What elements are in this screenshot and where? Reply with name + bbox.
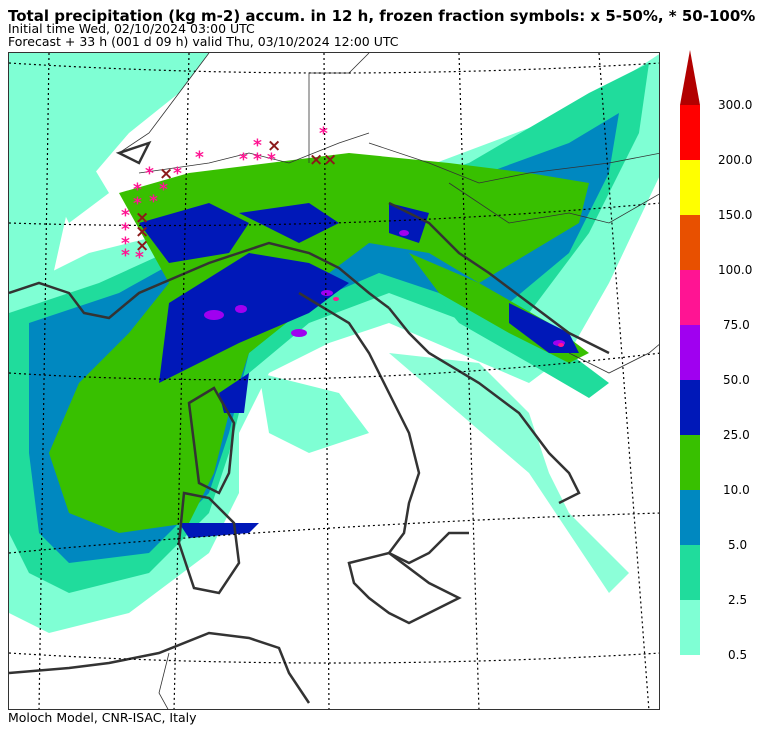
graticule — [9, 53, 659, 709]
frozen-symbol-star: * — [133, 194, 142, 214]
frozen-symbol-star: * — [121, 206, 130, 226]
chart-title: Total precipitation (kg m-2) accum. in 1… — [8, 7, 756, 25]
frozen-symbol-star: * — [135, 248, 144, 268]
frozen-symbol-x: × — [309, 150, 324, 170]
colorbar — [680, 50, 700, 656]
colorbar-band-25-50 — [680, 380, 700, 435]
frozen-symbol-star: * — [253, 136, 262, 156]
frozen-symbol-x: × — [135, 208, 150, 228]
frozen-symbol-star: * — [159, 180, 168, 200]
frozen-symbol-x: × — [135, 222, 150, 242]
colorbar-label: 100.0 — [718, 263, 753, 277]
colorbar-label: 75.0 — [723, 318, 750, 332]
colorbar-label: 300.0 — [718, 98, 753, 112]
frozen-symbol-star: * — [267, 150, 276, 170]
frozen-symbol-star: * — [239, 150, 248, 170]
colorbar-label: 0.5 — [728, 648, 748, 662]
forecast-valid-time: Forecast + 33 h (001 d 09 h) valid Thu, … — [8, 34, 399, 49]
frozen-symbol-x: × — [323, 150, 338, 170]
frozen-symbol-star: * — [133, 180, 142, 200]
colorbar-band-150-200 — [680, 160, 700, 215]
frozen-symbol-star: * — [121, 234, 130, 254]
frozen-symbol-star: * — [195, 148, 204, 168]
frozen-symbol-star: * — [121, 246, 130, 266]
precipitation-map: * * × * * * * * * × * × * × * * * × * * … — [8, 52, 660, 710]
frozen-symbol-x: × — [159, 164, 174, 184]
colorbar-band-0.5-2.5 — [680, 600, 700, 655]
map-canvas — [9, 53, 659, 709]
colorbar-label: 5.0 — [728, 538, 748, 552]
colorbar-label: 200.0 — [718, 153, 753, 167]
initial-time: Initial time Wed, 02/10/2024 03:00 UTC — [8, 21, 255, 36]
frozen-symbol-x: × — [267, 136, 282, 156]
colorbar-label: 150.0 — [718, 208, 753, 222]
colorbar-band-2.5-5 — [680, 545, 700, 600]
frozen-symbol-star: * — [149, 192, 158, 212]
borders — [118, 53, 659, 709]
colorbar-label: 25.0 — [723, 428, 750, 442]
coastlines — [9, 140, 610, 704]
precip-75.0 — [333, 297, 564, 347]
colorbar-band-50-75 — [680, 325, 700, 380]
frozen-symbol-star: * — [173, 164, 182, 184]
colorbar-band-75-100 — [680, 270, 700, 325]
colorbar-band-10-25 — [680, 435, 700, 490]
frozen-symbol-star: * — [253, 150, 262, 170]
colorbar-band-200-300 — [680, 105, 700, 160]
colorbar-band-100-150 — [680, 215, 700, 270]
precip-50.0 — [204, 230, 565, 346]
colorbar-label: 10.0 — [723, 483, 750, 497]
colorbar-extend-arrow — [680, 50, 700, 105]
frozen-symbol-x: × — [135, 236, 150, 256]
model-credit: Moloch Model, CNR-ISAC, Italy — [8, 710, 197, 725]
colorbar-band-5-10 — [680, 490, 700, 545]
colorbar-label: 2.5 — [728, 593, 748, 607]
frozen-symbol-star: * — [121, 220, 130, 240]
frozen-symbol-star: * — [145, 164, 154, 184]
colorbar-label: 50.0 — [723, 373, 750, 387]
precip-25.0 — [139, 203, 579, 538]
frozen-symbol-star: * — [319, 124, 328, 144]
